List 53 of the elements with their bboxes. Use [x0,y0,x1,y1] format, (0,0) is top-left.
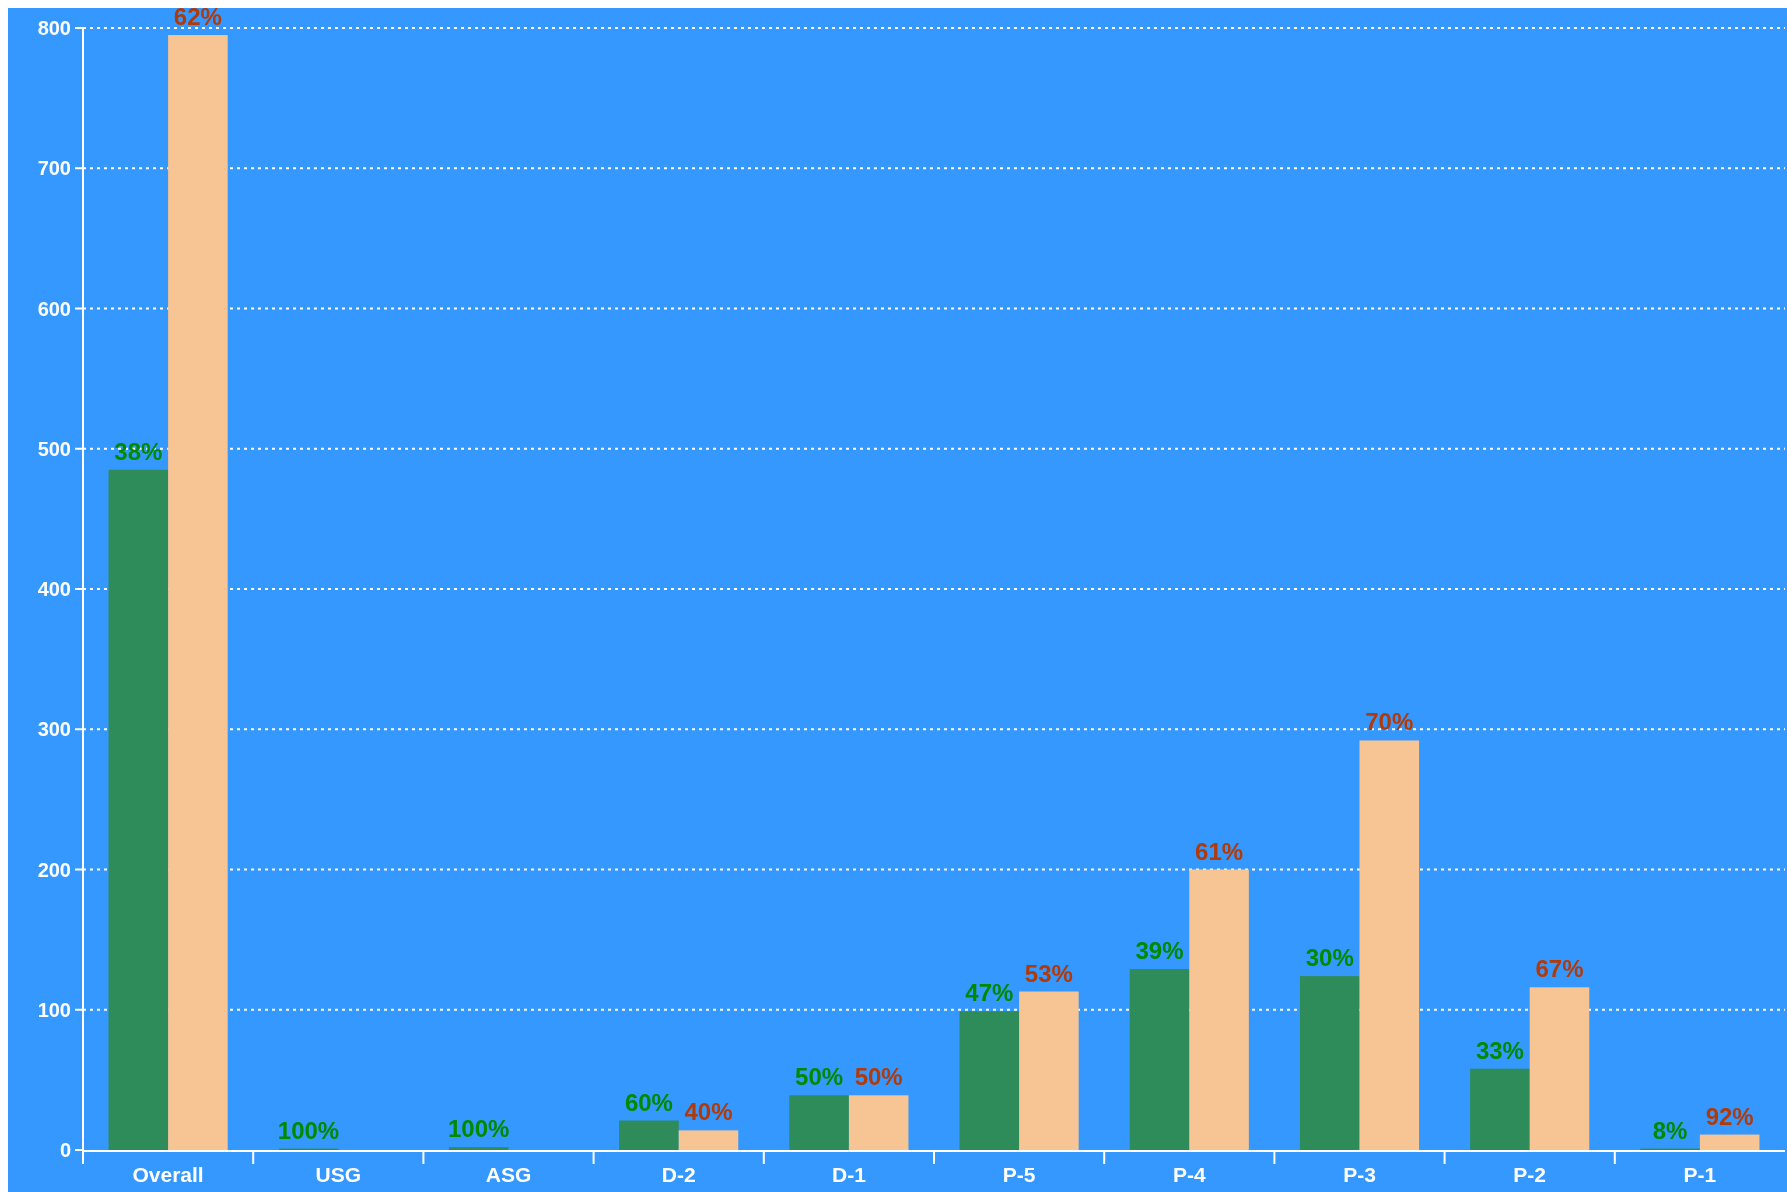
y-tick-label: 100 [37,998,71,1021]
x-tick-label: P-4 [1172,1163,1206,1186]
bar [1359,740,1420,1150]
y-tick-label: 800 [37,17,71,39]
annotation: 67% [1535,955,1584,983]
bar [1189,869,1249,1150]
annotation: 53% [1024,959,1073,987]
bar [619,1120,679,1150]
y-tick-label: 200 [37,858,71,881]
annotation: 92% [1705,1102,1754,1130]
bar [448,1147,509,1150]
annotation: 62% [173,3,222,31]
annotation: 100% [277,1116,340,1144]
bar [1019,991,1079,1150]
annotation: 40% [684,1098,733,1126]
bar [108,469,169,1150]
bar [1299,976,1360,1150]
bar [1129,969,1190,1150]
bar [1699,1134,1760,1150]
x-tick-label: P-2 [1513,1163,1547,1186]
annotation: 50% [854,1063,903,1091]
x-tick-label: P-5 [1002,1163,1036,1186]
x-tick-label: USG [315,1163,362,1186]
bar [678,1130,739,1150]
annotation: 39% [1135,937,1184,965]
annotation: 8% [1652,1116,1688,1144]
x-tick-label: P-3 [1343,1163,1376,1186]
y-tick-label: 300 [37,718,71,741]
bar [789,1095,849,1150]
bar [959,1011,1020,1150]
y-tick-label: 400 [37,578,71,600]
bar [1529,987,1590,1150]
annotation: 100% [448,1115,510,1143]
y-tick-label: 500 [37,437,71,460]
bar [168,35,228,1150]
annotation: 30% [1305,944,1354,972]
annotation: 47% [965,979,1014,1007]
x-tick-label: D-1 [831,1163,867,1186]
bar [848,1095,909,1150]
annotation: 33% [1475,1036,1524,1064]
annotation: 60% [624,1088,673,1116]
y-tick-label: 0 [59,1139,71,1161]
x-tick-label: Overall [132,1163,204,1186]
x-tick-label: D-2 [661,1163,696,1186]
x-tick-label: ASG [485,1163,532,1186]
annotation: 70% [1365,708,1414,736]
bar [1470,1068,1530,1151]
y-tick-label: 700 [37,157,71,180]
annotation: 50% [795,1063,844,1091]
annotation: 61% [1195,837,1244,865]
x-tick-label: P-1 [1683,1163,1717,1186]
annotation: 38% [114,437,163,465]
y-tick-label: 600 [37,297,71,320]
